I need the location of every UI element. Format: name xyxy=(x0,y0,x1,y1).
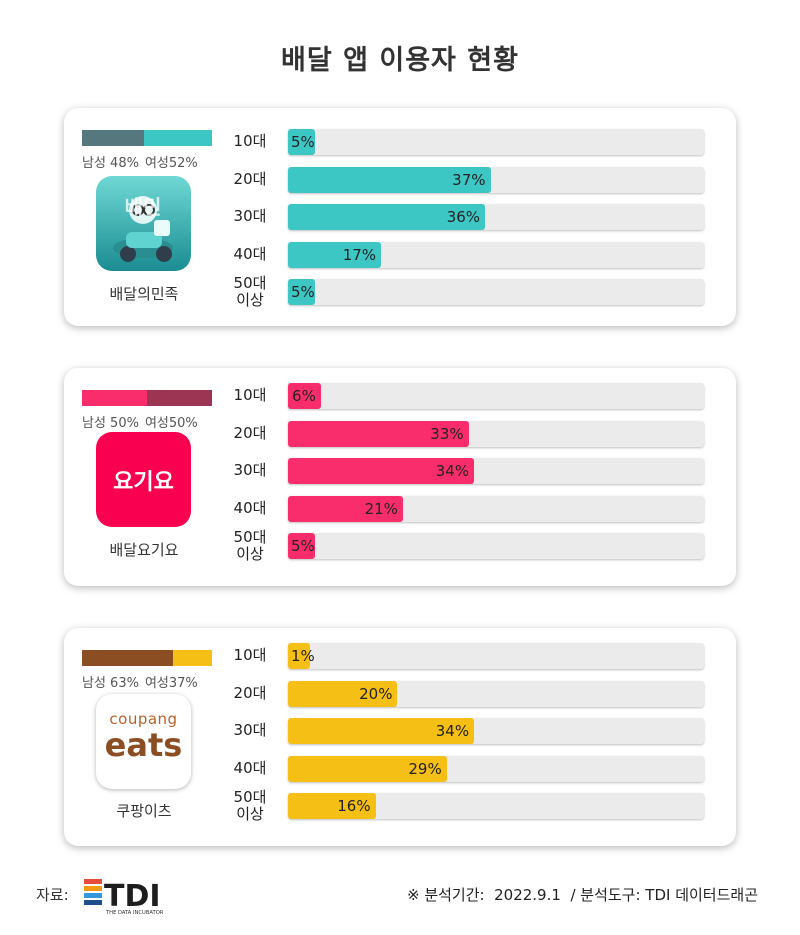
gender-labels: 남성 50% 여성50% xyxy=(82,412,222,431)
analysis-note: ※ 분석기간: 2022.9.1 / 분석도구: TDI 데이터드래곤 xyxy=(406,886,758,904)
bar-30s xyxy=(288,204,486,230)
row-label-40s: 40대 xyxy=(233,245,267,263)
row-label-20s: 20대 xyxy=(233,170,267,188)
baemin-icon-text: 배민 xyxy=(125,195,162,219)
value-label-50s-plus: 5% xyxy=(291,537,315,555)
gender-label-female: 여성50% xyxy=(144,416,198,431)
row-label-40s: 40대 xyxy=(233,499,267,517)
row-label-50s-plus: 50대 이상 xyxy=(233,528,267,563)
coupang-icon-text-bottom: eats xyxy=(104,726,183,764)
bar-track: 5% xyxy=(288,129,704,155)
yogiyo-app-icon: 요기요 xyxy=(96,432,191,527)
bar-track: 33% xyxy=(288,421,704,447)
value-label-40s: 21% xyxy=(364,500,398,518)
value-label-20s: 37% xyxy=(452,171,486,189)
row-label-20s: 20대 xyxy=(233,424,267,442)
bar-40s xyxy=(288,756,447,782)
value-label-20s: 20% xyxy=(359,685,393,703)
row-label-50s-plus: 50대 이상 xyxy=(233,788,267,823)
gender-bar xyxy=(82,650,212,666)
bar-track: 16% xyxy=(288,793,704,819)
page-title: 배달 앱 이용자 현황 xyxy=(281,45,519,76)
gender-bar-female xyxy=(147,390,212,406)
value-label-20s: 33% xyxy=(430,425,464,443)
row-label-10s: 10대 xyxy=(233,132,267,150)
gender-label-female: 여성37% xyxy=(144,676,198,691)
bar-10s xyxy=(288,643,310,669)
app-name: 쿠팡이츠 xyxy=(116,802,172,820)
bar-20s xyxy=(288,421,469,447)
bar-10s xyxy=(288,383,321,409)
bar-50s-plus xyxy=(288,533,316,559)
bar-50s-plus xyxy=(288,793,376,819)
gender-labels: 남성 48% 여성52% xyxy=(82,152,222,171)
gender-bar xyxy=(82,130,212,146)
bar-20s xyxy=(288,167,491,193)
value-label-40s: 29% xyxy=(408,760,442,778)
row-label-30s: 30대 xyxy=(233,461,267,479)
bar-track: 5% xyxy=(288,279,704,305)
bar-track: 34% xyxy=(288,458,704,484)
gender-bar-male xyxy=(82,650,173,666)
source-label: 자료: xyxy=(36,886,69,904)
bar-track: 29% xyxy=(288,756,704,782)
gender-label-female: 여성52% xyxy=(144,156,198,171)
bar-50s-plus xyxy=(288,279,316,305)
gender-bar-female xyxy=(144,130,212,146)
gender-bar-male xyxy=(82,130,145,146)
tdi-logo-text: TDI xyxy=(104,879,161,914)
coupang-eats-app-icon: coupang eats xyxy=(96,694,191,789)
value-label-50s-plus: 5% xyxy=(291,283,315,301)
card-yogiyo: 남성 50% 여성50% 요기요 배달요기요 10대 6% 20대 33% 30대… xyxy=(64,368,736,586)
value-label-40s: 17% xyxy=(342,246,377,264)
value-label-30s: 34% xyxy=(435,462,470,480)
card-coupang-eats: 남성 63% 여성37% coupang eats 쿠팡이츠 10대 1% 20대… xyxy=(64,628,736,846)
gender-bar-male xyxy=(82,390,147,406)
bar-track: 36% xyxy=(288,204,704,230)
bar-track: 17% xyxy=(288,242,704,268)
gender-label-male: 남성 48% xyxy=(82,156,139,171)
row-label-40s: 40대 xyxy=(233,759,267,777)
bar-30s xyxy=(288,458,475,484)
bar-track: 20% xyxy=(288,681,704,707)
bar-20s xyxy=(288,681,398,707)
value-label-10s: 5% xyxy=(291,133,315,151)
bar-track: 1% xyxy=(288,643,704,669)
value-label-50s-plus: 16% xyxy=(337,797,371,815)
tdi-logo: TDI THE DATA INCUBATOR xyxy=(82,876,182,916)
bar-track: 5% xyxy=(288,533,704,559)
bar-40s xyxy=(288,242,382,268)
value-label-30s: 36% xyxy=(446,208,481,226)
row-label-20s: 20대 xyxy=(233,684,267,702)
row-label-10s: 10대 xyxy=(233,386,267,404)
row-label-30s: 30대 xyxy=(233,721,267,739)
bar-10s xyxy=(288,129,316,155)
row-label-50s-plus: 50대 이상 xyxy=(233,274,267,309)
row-label-30s: 30대 xyxy=(233,207,267,225)
coupang-icon-text-top: coupang xyxy=(109,710,178,728)
bar-30s xyxy=(288,718,475,744)
yogiyo-icon-text: 요기요 xyxy=(113,469,174,495)
bar-track: 21% xyxy=(288,496,704,522)
gender-bar xyxy=(82,390,212,406)
card-baemin: 남성 48% 여성52% 배민 배달의민족 10대 5% 20대 37% 30대 … xyxy=(64,108,736,326)
bar-track: 34% xyxy=(288,718,704,744)
row-label-10s: 10대 xyxy=(233,646,267,664)
bar-track: 37% xyxy=(288,167,704,193)
gender-label-male: 남성 63% xyxy=(82,676,139,691)
baemin-app-icon: 배민 xyxy=(96,176,191,271)
gender-labels: 남성 63% 여성37% xyxy=(82,672,222,691)
gender-bar-female xyxy=(173,650,212,666)
value-label-10s: 1% xyxy=(291,647,315,665)
bar-40s xyxy=(288,496,403,522)
app-name: 배달의민족 xyxy=(109,285,179,303)
tdi-logo-subtext: THE DATA INCUBATOR xyxy=(105,910,164,916)
gender-label-male: 남성 50% xyxy=(82,416,139,431)
bar-track: 6% xyxy=(288,383,704,409)
value-label-10s: 6% xyxy=(292,387,316,405)
value-label-30s: 34% xyxy=(435,722,470,740)
app-name: 배달요기요 xyxy=(109,541,179,559)
